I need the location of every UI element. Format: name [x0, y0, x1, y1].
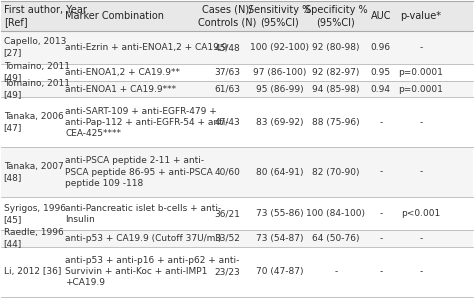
Text: 64 (50-76): 64 (50-76): [312, 234, 360, 243]
Text: 82 (70-90): 82 (70-90): [312, 167, 360, 176]
Text: 45/48: 45/48: [215, 43, 240, 52]
Text: 83 (69-92): 83 (69-92): [255, 118, 303, 127]
Text: -: -: [419, 234, 422, 243]
Text: p-value*: p-value*: [400, 11, 441, 21]
Text: -: -: [379, 167, 383, 176]
Text: p=0.0001: p=0.0001: [398, 85, 443, 94]
Text: anti-PSCA peptide 2-11 + anti-
PSCA peptide 86-95 + anti-PSCA
peptide 109 -118: anti-PSCA peptide 2-11 + anti- PSCA pept…: [65, 156, 213, 188]
Text: First author, Year
[Ref]: First author, Year [Ref]: [4, 5, 87, 27]
Text: Capello, 2013
[27]: Capello, 2013 [27]: [4, 38, 66, 58]
Bar: [1, 64, 473, 81]
Text: anti-p53 + CA19.9 (Cutoff 37U/ml): anti-p53 + CA19.9 (Cutoff 37U/ml): [65, 234, 221, 243]
Text: 92 (80-98): 92 (80-98): [312, 43, 360, 52]
Text: 95 (86-99): 95 (86-99): [255, 85, 303, 94]
Text: 73 (55-86): 73 (55-86): [255, 209, 303, 218]
Text: Tomaino, 2011
[49]: Tomaino, 2011 [49]: [4, 79, 70, 99]
Text: -: -: [379, 234, 383, 243]
Text: 92 (82-97): 92 (82-97): [312, 68, 360, 77]
Text: Marker Combination: Marker Combination: [65, 11, 164, 21]
Text: 88 (75-96): 88 (75-96): [312, 118, 360, 127]
Bar: [1, 31, 473, 64]
Text: -: -: [379, 209, 383, 218]
Text: 47/43: 47/43: [215, 118, 240, 127]
Text: -: -: [334, 267, 337, 276]
Bar: [1, 247, 473, 297]
Text: 73 (54-87): 73 (54-87): [255, 234, 303, 243]
Text: Specificity %
(95%CI): Specificity % (95%CI): [305, 5, 367, 27]
Text: Tanaka, 2007
[48]: Tanaka, 2007 [48]: [4, 162, 64, 182]
Bar: [1, 81, 473, 97]
Text: -: -: [419, 118, 422, 127]
Text: AUC: AUC: [371, 11, 391, 21]
Text: -: -: [419, 267, 422, 276]
Bar: [1, 1, 473, 31]
Text: 70 (47-87): 70 (47-87): [255, 267, 303, 276]
Text: 0.96: 0.96: [371, 43, 391, 52]
Text: -: -: [379, 118, 383, 127]
Text: Syrigos, 1996
[45]: Syrigos, 1996 [45]: [4, 204, 66, 224]
Text: p=0.0001: p=0.0001: [398, 68, 443, 77]
Text: 37/63: 37/63: [215, 68, 241, 77]
Text: Raedle, 1996
[44]: Raedle, 1996 [44]: [4, 229, 64, 249]
Text: anti-ENOA1,2 + CA19.9**: anti-ENOA1,2 + CA19.9**: [65, 68, 180, 77]
Text: -: -: [379, 267, 383, 276]
Text: 40/60: 40/60: [215, 167, 240, 176]
Text: anti-Pancreatic islet b-cells + anti-
Insulin: anti-Pancreatic islet b-cells + anti- In…: [65, 204, 221, 224]
Text: anti-Ezrin + anti-ENOA1,2 + CA19,9: anti-Ezrin + anti-ENOA1,2 + CA19,9: [65, 43, 228, 52]
Text: Cases (N)/
Controls (N): Cases (N)/ Controls (N): [199, 5, 257, 27]
Text: 100 (92-100): 100 (92-100): [250, 43, 309, 52]
Text: 97 (86-100): 97 (86-100): [253, 68, 306, 77]
Text: 61/63: 61/63: [215, 85, 241, 94]
Bar: [1, 197, 473, 230]
Text: -: -: [419, 167, 422, 176]
Text: p<0.001: p<0.001: [401, 209, 440, 218]
Text: -: -: [419, 43, 422, 52]
Bar: [1, 230, 473, 247]
Text: 100 (84-100): 100 (84-100): [307, 209, 365, 218]
Text: anti-p53 + anti-p16 + anti-p62 + anti-
Survivin + anti-Koc + anti-IMP1
+CA19.9: anti-p53 + anti-p16 + anti-p62 + anti- S…: [65, 256, 239, 287]
Text: Tomaino, 2011
[49]: Tomaino, 2011 [49]: [4, 62, 70, 83]
Text: anti-SART-109 + anti-EGFR-479 +
anti-Pap-112 + anti-EGFR-54 + anti-
CEA-425****: anti-SART-109 + anti-EGFR-479 + anti-Pap…: [65, 107, 228, 138]
Text: 23/23: 23/23: [215, 267, 240, 276]
Bar: [1, 97, 473, 147]
Text: Li, 2012 [36]: Li, 2012 [36]: [4, 267, 61, 276]
Text: 94 (85-98): 94 (85-98): [312, 85, 360, 94]
Text: 80 (64-91): 80 (64-91): [255, 167, 303, 176]
Text: Tanaka, 2006
[47]: Tanaka, 2006 [47]: [4, 112, 64, 132]
Text: 0.94: 0.94: [371, 85, 391, 94]
Bar: [1, 147, 473, 197]
Text: anti-ENOA1 + CA19.9***: anti-ENOA1 + CA19.9***: [65, 85, 176, 94]
Text: 0.95: 0.95: [371, 68, 391, 77]
Text: 33/52: 33/52: [215, 234, 240, 243]
Text: 36/21: 36/21: [215, 209, 240, 218]
Text: Sensitivity %
(95%CI): Sensitivity % (95%CI): [248, 5, 311, 27]
